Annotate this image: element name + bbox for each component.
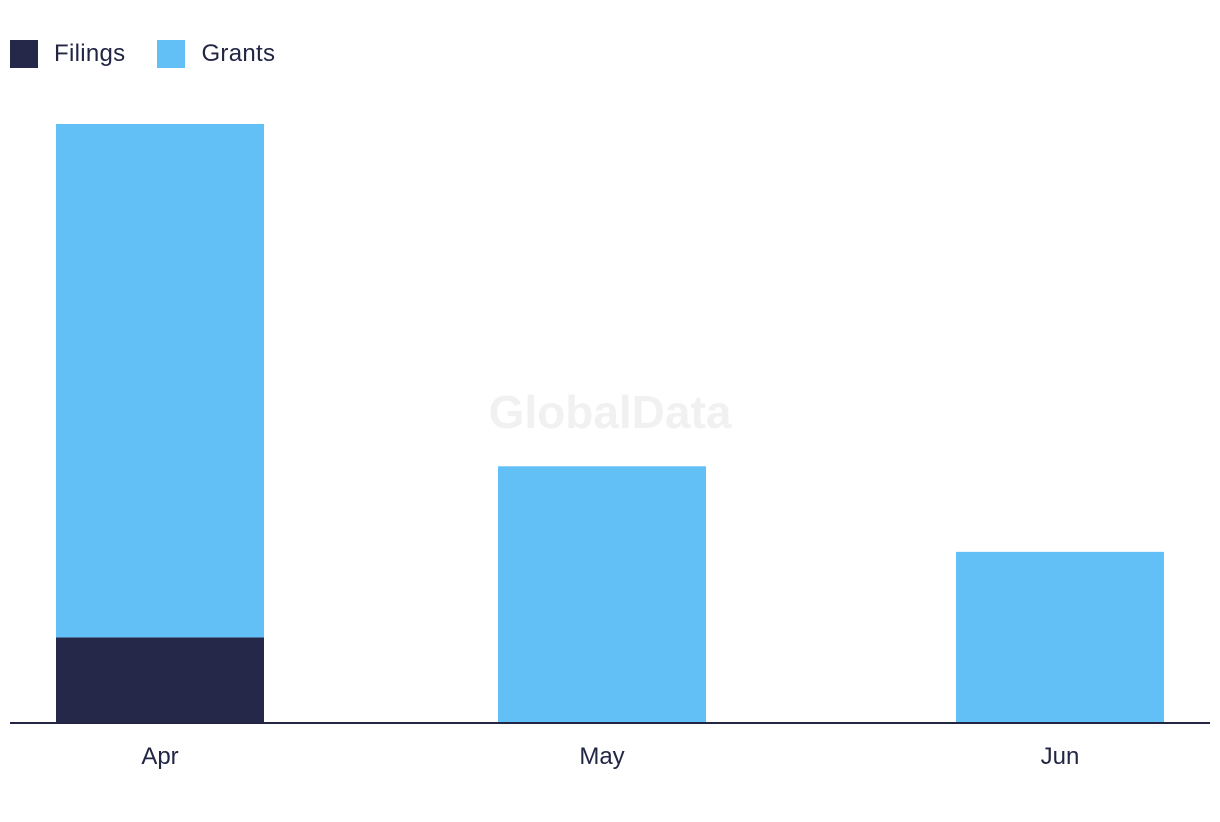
legend-swatch-filings bbox=[10, 40, 38, 68]
bar-grants-apr[interactable] bbox=[56, 124, 264, 638]
legend-label-filings: Filings bbox=[54, 40, 126, 67]
bars-group bbox=[56, 124, 1164, 723]
x-tick-labels: Apr May Jun bbox=[141, 743, 1079, 770]
bar-grants-may[interactable] bbox=[498, 466, 706, 723]
watermark: GlobalData bbox=[489, 386, 732, 438]
bar-grants-jun[interactable] bbox=[956, 551, 1164, 723]
legend-label-grants: Grants bbox=[201, 40, 276, 67]
x-tick-label-apr: Apr bbox=[141, 743, 178, 770]
legend-item-filings[interactable]: Filings bbox=[10, 40, 125, 68]
bar-filings-apr[interactable] bbox=[56, 637, 264, 723]
legend-swatch-grants bbox=[157, 40, 186, 68]
x-tick-label-jun: Jun bbox=[1041, 743, 1080, 770]
legend-item-grants[interactable]: Grants bbox=[157, 40, 275, 68]
legend: Filings Grants bbox=[10, 40, 307, 68]
x-tick-label-may: May bbox=[579, 743, 624, 770]
